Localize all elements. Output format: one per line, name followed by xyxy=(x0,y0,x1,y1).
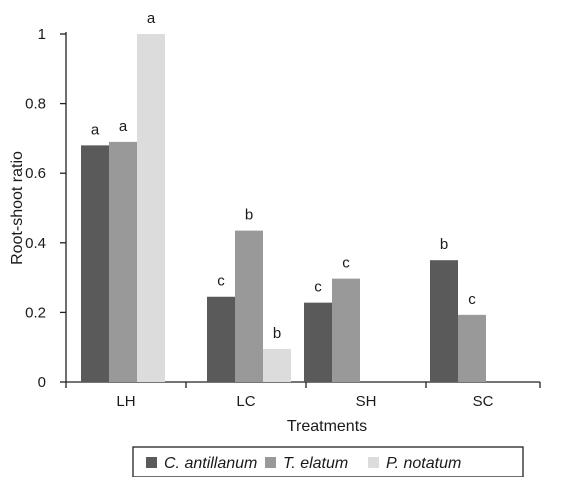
x-axis-title: Treatments xyxy=(287,418,367,435)
legend-label: C. antillanum xyxy=(164,455,257,472)
legend-label: P. notatum xyxy=(386,455,461,472)
x-tick-label: LC xyxy=(236,393,255,410)
significance-label: a xyxy=(91,121,100,138)
bar-lh-series-1 xyxy=(81,145,109,382)
y-tick-label: 0.6 xyxy=(25,165,46,182)
bar-lc-series-1 xyxy=(207,296,235,382)
significance-label: c xyxy=(217,273,225,290)
y-axis-title: Root-shoot ratio xyxy=(9,151,26,265)
y-tick-label: 0.2 xyxy=(25,304,46,321)
significance-label: c xyxy=(342,255,350,272)
bar-sh-series-1 xyxy=(304,302,332,382)
bar-lc-series-2 xyxy=(235,230,263,382)
bar-sc-series-2 xyxy=(458,314,486,382)
bar-sh-series-2 xyxy=(332,278,360,382)
legend-swatch xyxy=(265,457,276,468)
significance-label: c xyxy=(314,279,322,296)
bar-sc-series-1 xyxy=(430,260,458,382)
significance-label: b xyxy=(273,325,281,342)
bar-lh-series-3 xyxy=(137,34,165,382)
legend-label: T. elatum xyxy=(283,455,348,472)
y-tick-label: 0.4 xyxy=(25,235,46,252)
y-tick-label: 0.8 xyxy=(25,96,46,113)
significance-label: c xyxy=(468,291,476,308)
y-tick-label: 0 xyxy=(38,374,46,391)
x-tick-label: LH xyxy=(116,393,135,410)
bar-lc-series-3 xyxy=(263,348,291,382)
bars xyxy=(81,34,486,382)
y-tick-label: 1 xyxy=(38,26,46,43)
x-tick-label: SH xyxy=(356,393,377,410)
legend-box xyxy=(132,446,524,477)
legend-swatch xyxy=(146,457,157,468)
significance-label: a xyxy=(119,118,128,135)
x-tick-label: SC xyxy=(473,393,494,410)
legend-swatch xyxy=(368,457,379,468)
legend: C. antillanum T. elatum P. notatum xyxy=(132,446,524,477)
significance-label: b xyxy=(245,207,253,224)
significance-label: b xyxy=(440,236,448,253)
significance-label: a xyxy=(147,10,156,27)
significance-labels: a c c b a b c c a b xyxy=(91,10,476,342)
axes: 0 0.2 0.4 0.6 0.8 1 LH LC SH SC xyxy=(25,26,541,410)
bar-lh-series-2 xyxy=(109,141,137,382)
